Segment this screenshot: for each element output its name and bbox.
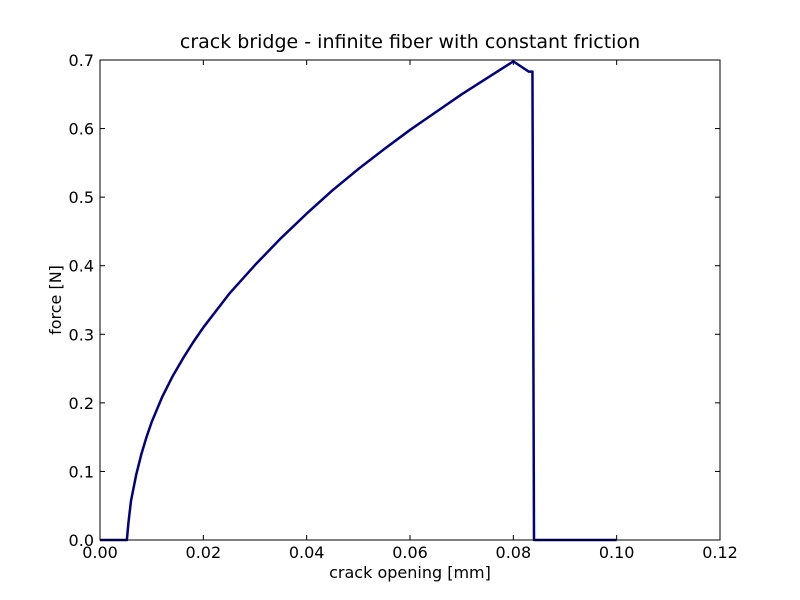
y-tick-label: 0.0: [69, 531, 94, 550]
plot-frame: [99, 59, 721, 541]
y-tick-label: 0.5: [69, 188, 94, 207]
ticks-layer: [99, 59, 721, 541]
y-tick-label: 0.7: [69, 51, 94, 70]
y-tick-label: 0.4: [69, 257, 94, 276]
y-axis-label: force [N]: [46, 265, 65, 335]
x-tick-label: 0.02: [186, 543, 222, 562]
y-tick-label: 0.1: [69, 462, 94, 481]
x-axis-label: crack opening [mm]: [329, 563, 491, 582]
x-tick-label: 0.12: [702, 543, 738, 562]
x-tick-label: 0.06: [392, 543, 428, 562]
x-tick-label: 0.04: [289, 543, 325, 562]
ticklabels-layer: 0.00 0.02 0.04 0.06 0.08 0.10 0.12 0.0 0.1 0.2 0.3…: [69, 51, 738, 562]
x-tick-label: 0.08: [496, 543, 532, 562]
x-tick-label: 0.00: [82, 543, 118, 562]
chart-title: crack bridge - infinite fiber with const…: [180, 31, 640, 53]
y-tick-label: 0.3: [69, 325, 94, 344]
y-tick-label: 0.2: [69, 394, 94, 413]
series-layer: [100, 60, 617, 542]
y-tick-label: 0.6: [69, 120, 94, 139]
series-line-0: [100, 60, 617, 542]
x-tick-label: 0.10: [599, 543, 635, 562]
